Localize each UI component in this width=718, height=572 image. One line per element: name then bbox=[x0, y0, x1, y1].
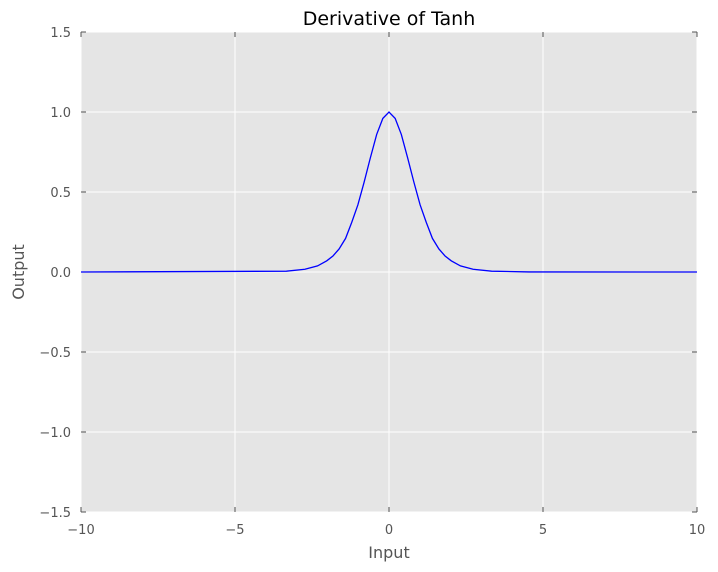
x-tick-label: −5 bbox=[225, 523, 244, 538]
y-tick-label: 1.0 bbox=[50, 106, 71, 121]
chart-title: Derivative of Tanh bbox=[303, 8, 476, 30]
series-group bbox=[80, 111, 698, 273]
x-tick-label: 0 bbox=[385, 523, 393, 538]
y-tick-label: 0.0 bbox=[50, 266, 71, 281]
y-tick-label: 0.5 bbox=[50, 186, 71, 201]
y-tick-label: 1.5 bbox=[50, 26, 71, 41]
axis-ticks bbox=[80, 31, 698, 513]
y-tick-labels: −1.5 −1.0 −0.5 0.0 0.5 1.0 1.5 bbox=[39, 26, 71, 521]
series-line bbox=[80, 111, 698, 273]
x-tick-label: −10 bbox=[67, 523, 94, 538]
y-tick-label: −1.0 bbox=[39, 426, 71, 441]
x-tick-labels: −10 −5 0 5 10 bbox=[67, 523, 705, 538]
y-tick-label: −1.5 bbox=[39, 506, 71, 521]
x-tick-label: 5 bbox=[539, 523, 547, 538]
y-axis-label: Output bbox=[9, 244, 28, 300]
x-axis-label: Input bbox=[368, 543, 409, 562]
y-tick-label: −0.5 bbox=[39, 346, 71, 361]
x-tick-label: 10 bbox=[689, 523, 706, 538]
